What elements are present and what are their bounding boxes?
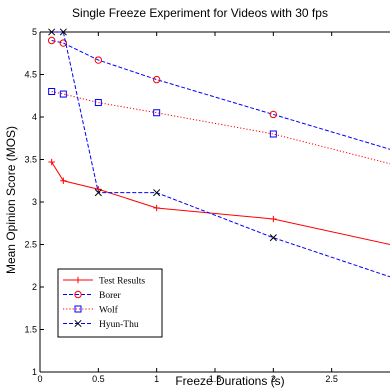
circle-marker [94, 56, 103, 64]
x-marker-b [48, 28, 56, 36]
y-tick-label: 1 [32, 367, 37, 377]
x-tick-label: 2.5 [325, 374, 338, 384]
circle-marker [74, 290, 82, 299]
series-layer [47, 28, 390, 278]
series-line [51, 161, 390, 245]
y-tick-label: 1.5 [24, 325, 37, 335]
x-marker-b [59, 28, 67, 36]
legend-item: Wolf [63, 305, 119, 316]
square-marker [269, 130, 277, 138]
plus-marker [153, 204, 160, 212]
y-tick-label: 3.5 [24, 155, 37, 165]
x-tick-label: 1.5 [209, 374, 222, 384]
x-marker [153, 189, 161, 197]
plus-marker [48, 158, 55, 166]
legend: Test Results Borer Wolf Hyun-Thu [57, 268, 163, 338]
x-marker [74, 319, 82, 328]
plus-marker [270, 215, 277, 223]
y-tick-label: 5 [32, 27, 37, 37]
chart-title: Single Freeze Experiment for Videos with… [72, 6, 328, 20]
x-tick-label: 2 [271, 374, 276, 384]
legend-label: Hyun-Thu [99, 320, 139, 330]
x-marker-b [74, 319, 82, 328]
square-marker [59, 90, 67, 98]
square-marker [94, 99, 102, 107]
x-marker [269, 234, 277, 242]
circle-marker [59, 39, 68, 47]
series-line [51, 40, 390, 150]
x-marker-b [269, 234, 277, 242]
x-marker-b [94, 189, 102, 197]
x-tick-label: 0.5 [92, 374, 105, 384]
circle-marker [152, 75, 161, 84]
x-marker-b [153, 189, 161, 197]
legend-item: Hyun-Thu [63, 319, 139, 330]
plus-marker [74, 276, 82, 284]
x-tick-label: 0 [37, 374, 42, 384]
legend-item: Borer [63, 290, 121, 301]
series-wolf [48, 88, 390, 165]
y-tick-label: 3 [32, 197, 37, 207]
plus-marker [60, 177, 67, 184]
square-marker [48, 88, 56, 95]
y-tick-label: 2 [32, 282, 37, 292]
x-marker [94, 189, 102, 197]
series-borer [47, 36, 390, 150]
legend-label: Borer [99, 291, 121, 301]
legend-label: Test Results [99, 277, 145, 287]
series-line [51, 31, 390, 278]
x-marker [48, 28, 56, 36]
square-marker [153, 109, 161, 117]
circle-marker [269, 110, 278, 119]
y-axis-label: Mean Opinion Score (MOS) [4, 126, 18, 274]
y-tick-label: 4 [32, 112, 37, 122]
axes: 0 0.5 1 1.5 2 2.5 1 1.5 2 2.5 3 3.5 4 4.5 5 [24, 27, 390, 384]
legend-label: Wolf [99, 305, 119, 316]
y-tick-label: 2.5 [24, 240, 37, 250]
y-tick-label: 4.5 [24, 70, 37, 80]
series-line [51, 91, 390, 165]
series-hyun-thu [48, 28, 390, 278]
x-tick-label: 1 [154, 374, 159, 384]
square-marker [74, 305, 82, 313]
legend-item: Test Results [63, 277, 145, 287]
circle-marker [47, 36, 56, 45]
x-axis-label: Freeze Durations (s) [175, 374, 284, 388]
x-marker [59, 28, 67, 36]
